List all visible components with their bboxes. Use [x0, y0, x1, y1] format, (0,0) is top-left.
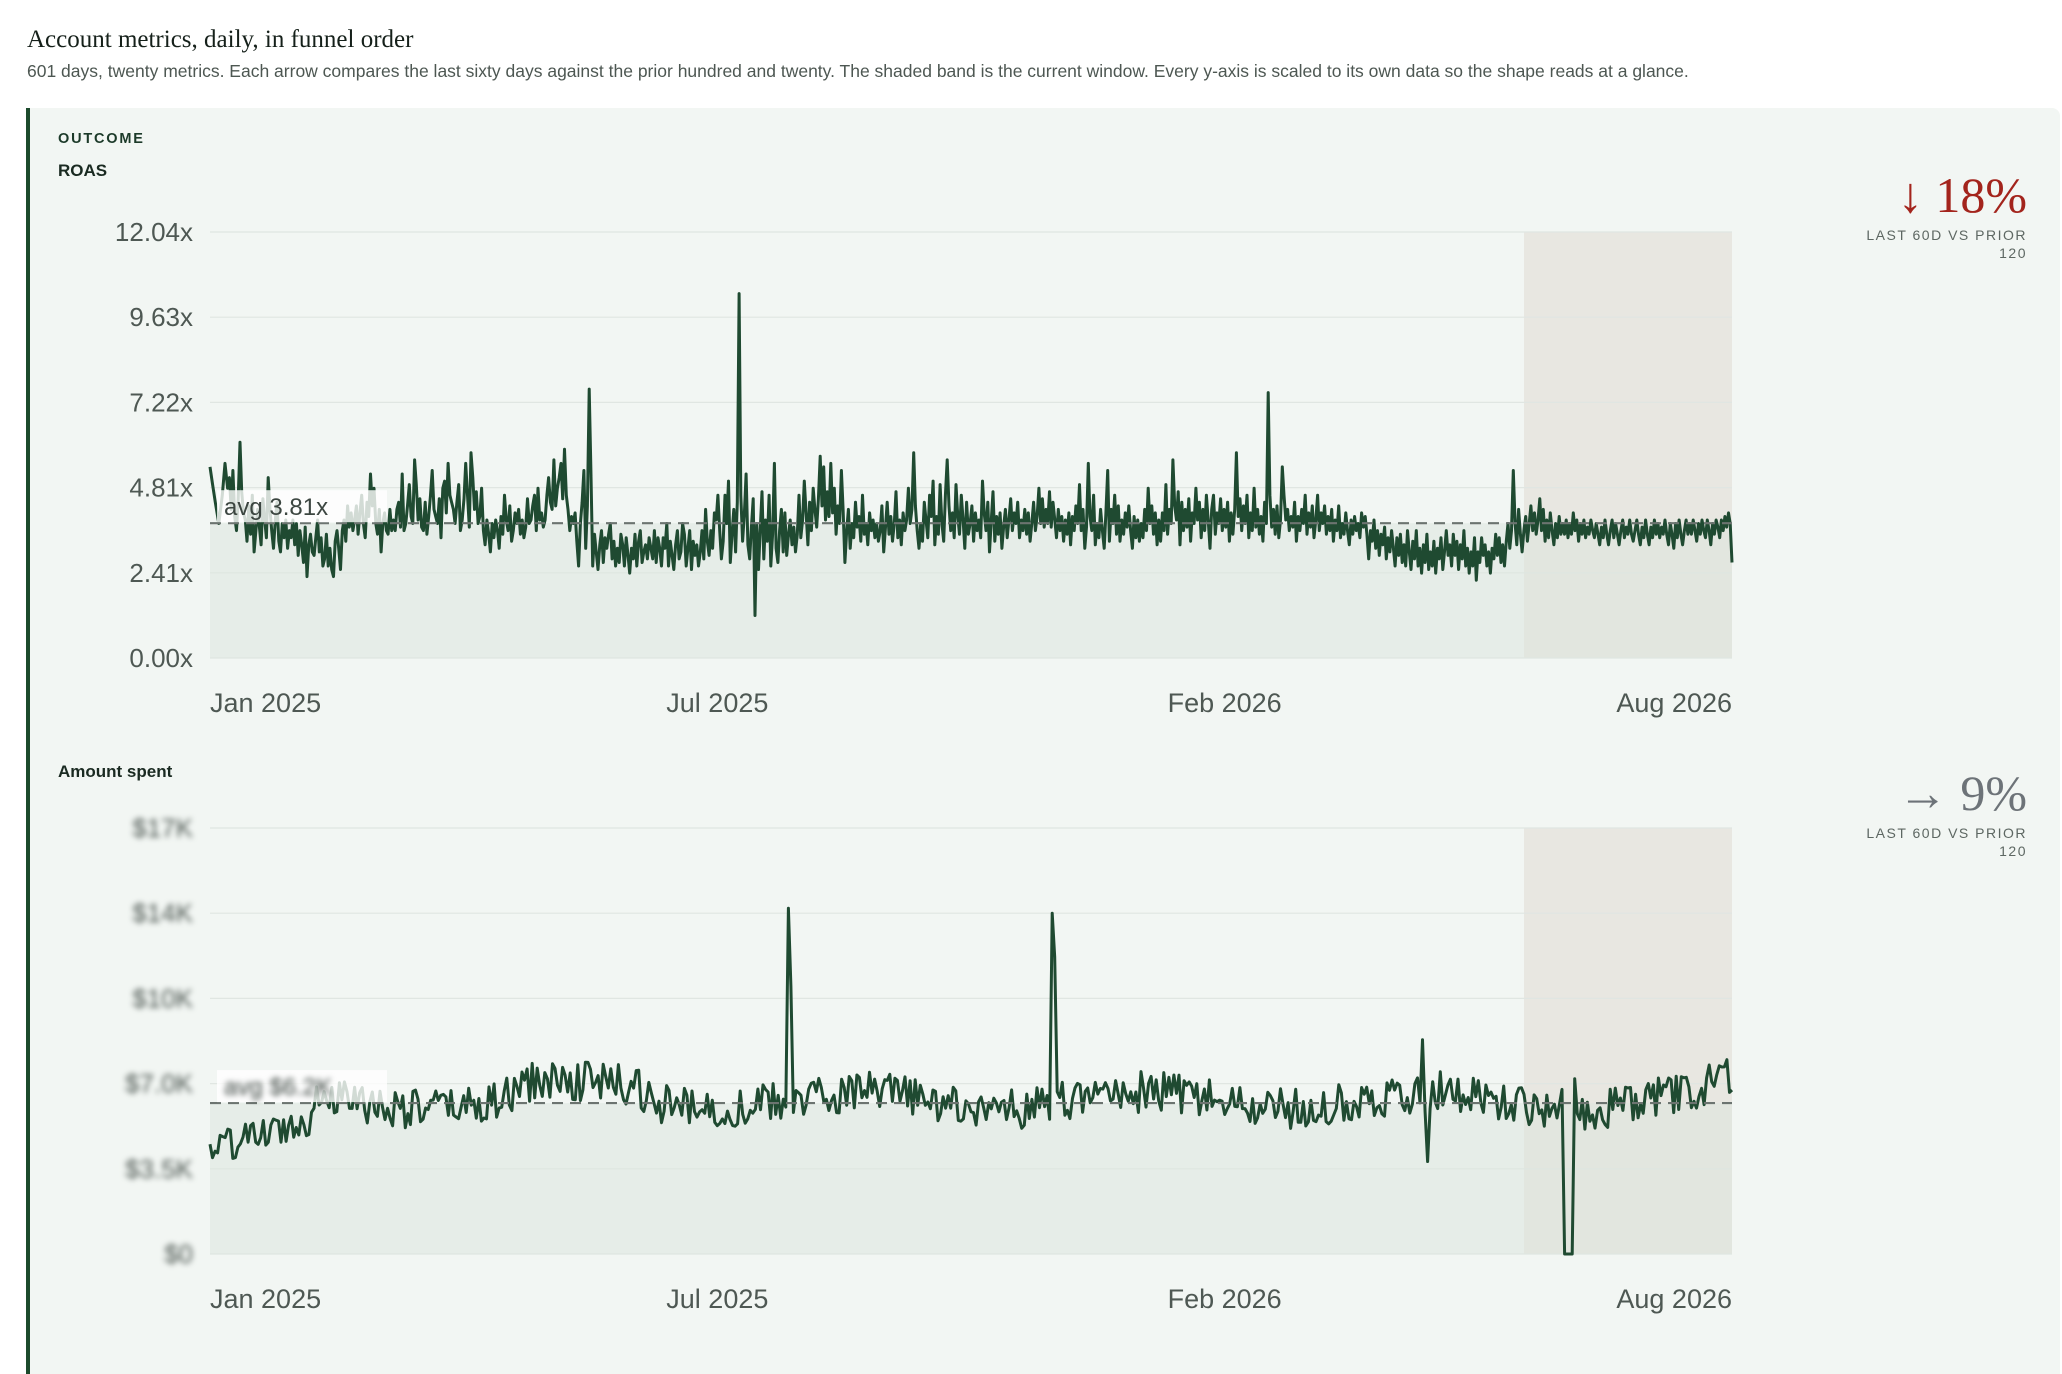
page-title: Account metrics, daily, in funnel order: [27, 26, 414, 53]
amount-spent-delta: → 9% LAST 60D VS PRIOR 120: [1852, 766, 2027, 860]
below-average-area: [210, 523, 1732, 658]
x-tick-label: Jan 2025: [210, 688, 321, 718]
series-line: [208, 906, 1734, 1256]
arrow-right-icon: →: [1897, 765, 1948, 821]
y-tick-label: 0.00x: [129, 643, 193, 673]
average-label: avg $6.2K: [224, 1074, 332, 1101]
y-tick-label: $7.0K: [125, 1069, 194, 1099]
y-tick-label: $14K: [132, 898, 193, 928]
roas-chart: 0.00x 2.41x 4.81x 7.22x 9.63x 12.04x Jan 2025 J…: [115, 217, 1734, 718]
y-tick-label: 7.22x: [129, 387, 193, 417]
y-tick-label: $10K: [132, 983, 193, 1013]
y-tick-label: $17K: [132, 813, 193, 843]
roas-delta-value: 18%: [1935, 167, 2027, 223]
y-tick-label: $0: [164, 1239, 193, 1269]
roas-title: ROAS: [58, 161, 108, 180]
y-tick-label: 2.41x: [129, 558, 193, 588]
page-subtitle: 601 days, twenty metrics. Each arrow com…: [27, 61, 1689, 81]
x-tick-label: Aug 2026: [1616, 688, 1732, 718]
amount-spent-delta-caption: LAST 60D VS PRIOR 120: [1866, 825, 2027, 859]
y-tick-label: 4.81x: [129, 473, 193, 503]
average-label-bg: [217, 1070, 387, 1103]
arrow-down-icon: ↓: [1897, 167, 1923, 223]
y-tick-label: $3.5K: [125, 1154, 194, 1184]
x-tick-label: Aug 2026: [1616, 1284, 1732, 1314]
x-tick-label: Feb 2026: [1168, 688, 1282, 718]
section-label: OUTCOME: [58, 131, 145, 147]
amount-spent-delta-value: 9%: [1960, 765, 2027, 821]
series-line: [208, 292, 1734, 617]
x-tick-label: Jul 2025: [666, 688, 768, 718]
y-tick-label: 12.04x: [115, 217, 193, 247]
average-label: avg 3.81x: [224, 494, 328, 521]
amount-spent-title: Amount spent: [58, 762, 173, 781]
x-tick-label: Feb 2026: [1168, 1284, 1282, 1314]
y-tick-label: 9.63x: [129, 302, 193, 332]
x-tick-label: Jul 2025: [666, 1284, 768, 1314]
roas-delta-caption: LAST 60D VS PRIOR 120: [1866, 227, 2027, 261]
roas-delta: ↓ 18% LAST 60D VS PRIOR 120: [1852, 168, 2027, 262]
below-average-area: [210, 1103, 1732, 1254]
average-label-bg: [217, 490, 387, 523]
x-tick-label: Jan 2025: [210, 1284, 321, 1314]
